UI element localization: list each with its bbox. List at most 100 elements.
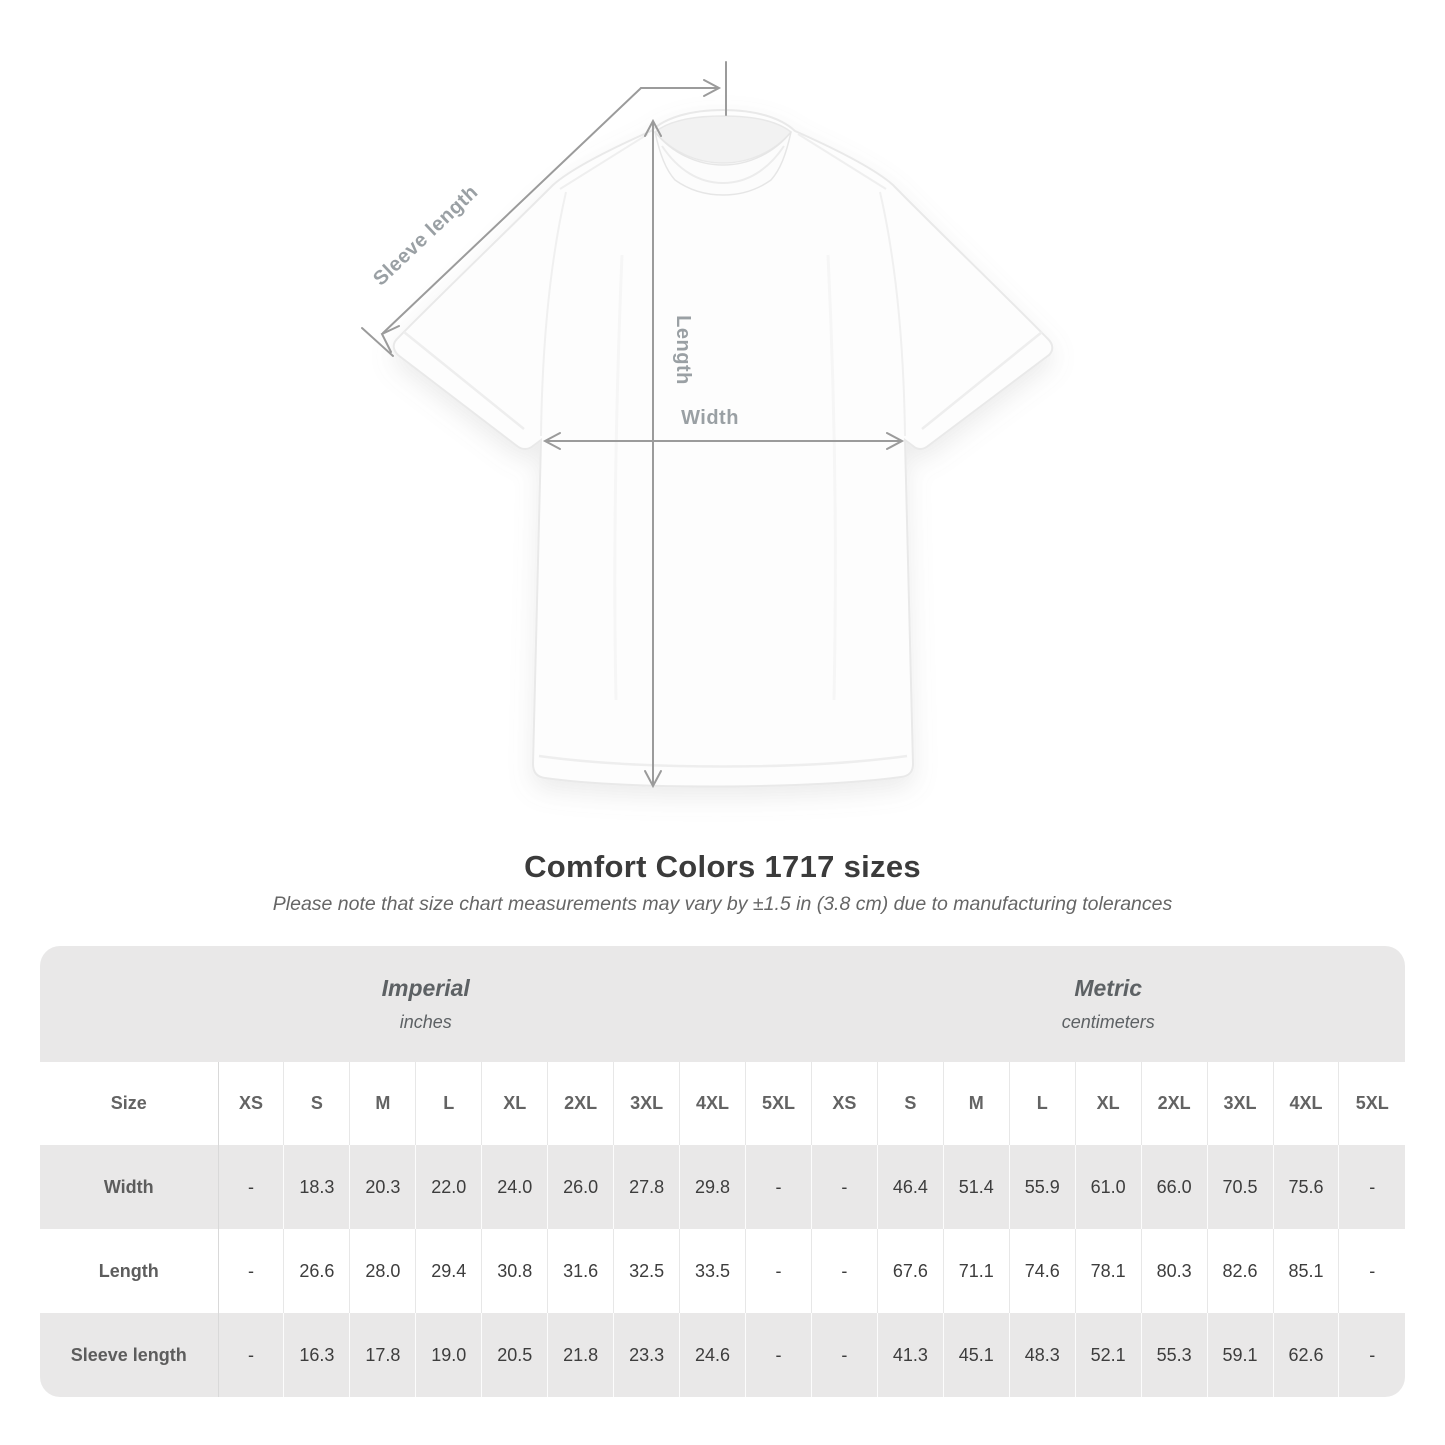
value-cell: 55.9 bbox=[1009, 1145, 1076, 1229]
sleeve-length-arrow bbox=[361, 61, 727, 357]
width-arrow bbox=[542, 432, 905, 450]
value-cell: 74.6 bbox=[1009, 1229, 1076, 1313]
metric-group-header: Metric centimeters bbox=[811, 946, 1405, 1062]
value-cell: 41.3 bbox=[877, 1313, 944, 1397]
size-col-header: 3XL bbox=[613, 1062, 681, 1145]
size-table-card: Imperial inches Metric centimeters Size … bbox=[40, 946, 1405, 1397]
value-cell: 30.8 bbox=[481, 1229, 549, 1313]
size-col-header: 4XL bbox=[679, 1062, 746, 1145]
value-cell: 18.3 bbox=[283, 1145, 351, 1229]
value-cell: - bbox=[218, 1229, 285, 1313]
value-cell: - bbox=[218, 1313, 285, 1397]
measurement-row: Width -18.3 20.3 22.0 24.0 26.0 27.8 29.8- -46.4… bbox=[40, 1145, 1405, 1229]
size-table: Imperial inches Metric centimeters Size … bbox=[40, 946, 1405, 1397]
value-cell: 29.4 bbox=[415, 1229, 483, 1313]
value-cell: 26.6 bbox=[283, 1229, 351, 1313]
value-cell: - bbox=[811, 1313, 878, 1397]
value-cell: - bbox=[1369, 1260, 1376, 1281]
value-cell: 16.3 bbox=[283, 1313, 351, 1397]
value-cell: 62.6 bbox=[1273, 1313, 1340, 1397]
size-col-header: 4XL bbox=[1273, 1062, 1340, 1145]
value-cell: 31.6 bbox=[547, 1229, 615, 1313]
value-cell: 59.1 bbox=[1207, 1313, 1274, 1397]
size-col-header: XL bbox=[481, 1062, 549, 1145]
value-cell: 27.8 bbox=[613, 1145, 681, 1229]
arrowhead-up-icon bbox=[644, 118, 662, 137]
width-label: Width bbox=[681, 407, 739, 429]
value-cell: 66.0 bbox=[1141, 1145, 1208, 1229]
size-col-header: 2XL bbox=[1141, 1062, 1208, 1145]
value-cell: 45.1 bbox=[943, 1313, 1010, 1397]
tshirt-graphic bbox=[392, 108, 1054, 788]
value-cell: 85.1 bbox=[1273, 1229, 1340, 1313]
value-cell: 46.4 bbox=[877, 1145, 944, 1229]
value-cell: - bbox=[745, 1145, 812, 1229]
row-label: Length bbox=[40, 1229, 219, 1313]
value-cell: 20.5 bbox=[481, 1313, 549, 1397]
value-cell: 19.0 bbox=[415, 1313, 483, 1397]
imperial-unit-label: inches bbox=[399, 1012, 452, 1032]
value-cell: 20.3 bbox=[349, 1145, 417, 1229]
value-cell: 80.3 bbox=[1141, 1229, 1208, 1313]
measurement-row: Sleeve length -16.3 17.8 19.0 20.5 21.8 23.3 24… bbox=[40, 1313, 1405, 1397]
value-cell: 24.0 bbox=[481, 1145, 549, 1229]
size-col-header: M bbox=[349, 1062, 417, 1145]
size-col-header: 2XL bbox=[547, 1062, 615, 1145]
metric-label: Metric bbox=[1074, 975, 1143, 1001]
value-cell: 24.6 bbox=[679, 1313, 746, 1397]
size-col-header: L bbox=[1009, 1062, 1076, 1145]
arrowhead-right-icon bbox=[886, 432, 905, 450]
value-cell: - bbox=[1369, 1344, 1376, 1365]
size-col-header: 5XL bbox=[1355, 1093, 1389, 1113]
sleeve-end-tick bbox=[361, 327, 394, 357]
value-cell: - bbox=[218, 1145, 285, 1229]
imperial-group-header: Imperial inches bbox=[40, 946, 812, 1062]
arrowhead-right-icon bbox=[703, 79, 722, 97]
value-cell: 82.6 bbox=[1207, 1229, 1274, 1313]
arrowhead-downleft-icon bbox=[380, 325, 400, 353]
value-cell: 61.0 bbox=[1075, 1145, 1142, 1229]
value-cell: 67.6 bbox=[877, 1229, 944, 1313]
row-label: Width bbox=[40, 1145, 219, 1229]
value-cell: 51.4 bbox=[943, 1145, 1010, 1229]
size-col-header: 5XL bbox=[745, 1062, 812, 1145]
value-cell: 21.8 bbox=[547, 1313, 615, 1397]
length-arrow bbox=[644, 118, 662, 789]
value-cell: 17.8 bbox=[349, 1313, 417, 1397]
size-col-header: 3XL bbox=[1207, 1062, 1274, 1145]
value-cell: 48.3 bbox=[1009, 1313, 1076, 1397]
value-cell: 33.5 bbox=[679, 1229, 746, 1313]
value-cell: 71.1 bbox=[943, 1229, 1010, 1313]
value-cell: - bbox=[745, 1313, 812, 1397]
arrowhead-left-icon bbox=[542, 432, 561, 450]
value-cell: 75.6 bbox=[1273, 1145, 1340, 1229]
unit-group-row: Imperial inches Metric centimeters bbox=[40, 946, 1405, 1062]
size-header-row: Size XS S M L XL 2XL 3XL 4XL 5XL XS S M L XL 2XL 3XL 4XL… bbox=[40, 1062, 1405, 1145]
value-cell: 26.0 bbox=[547, 1145, 615, 1229]
metric-unit-label: centimeters bbox=[1061, 1012, 1155, 1032]
value-cell: - bbox=[745, 1229, 812, 1313]
size-col-header: M bbox=[943, 1062, 1010, 1145]
size-col-header: XS bbox=[811, 1062, 878, 1145]
value-cell: 32.5 bbox=[613, 1229, 681, 1313]
size-col-header: L bbox=[415, 1062, 483, 1145]
value-cell: - bbox=[811, 1145, 878, 1229]
size-col-header: XS bbox=[218, 1062, 285, 1145]
row-label: Sleeve length bbox=[40, 1313, 219, 1397]
value-cell: 23.3 bbox=[613, 1313, 681, 1397]
value-cell: 78.1 bbox=[1075, 1229, 1142, 1313]
tshirt-measurement-diagram: Sleeve length Length Width bbox=[361, 61, 1054, 789]
value-cell: 70.5 bbox=[1207, 1145, 1274, 1229]
imperial-label: Imperial bbox=[381, 975, 470, 1001]
value-cell: - bbox=[1369, 1176, 1376, 1197]
value-cell: 29.8 bbox=[679, 1145, 746, 1229]
size-col-header: S bbox=[877, 1062, 944, 1145]
value-cell: - bbox=[811, 1229, 878, 1313]
value-cell: 22.0 bbox=[415, 1145, 483, 1229]
value-cell: 55.3 bbox=[1141, 1313, 1208, 1397]
arrowhead-down-icon bbox=[644, 770, 662, 789]
page-title: Comfort Colors 1717 sizes bbox=[524, 849, 921, 884]
measurement-row: Length -26.6 28.0 29.4 30.8 31.6 32.5 33.5- -67.… bbox=[40, 1229, 1405, 1313]
size-column-header: Size bbox=[40, 1062, 219, 1145]
